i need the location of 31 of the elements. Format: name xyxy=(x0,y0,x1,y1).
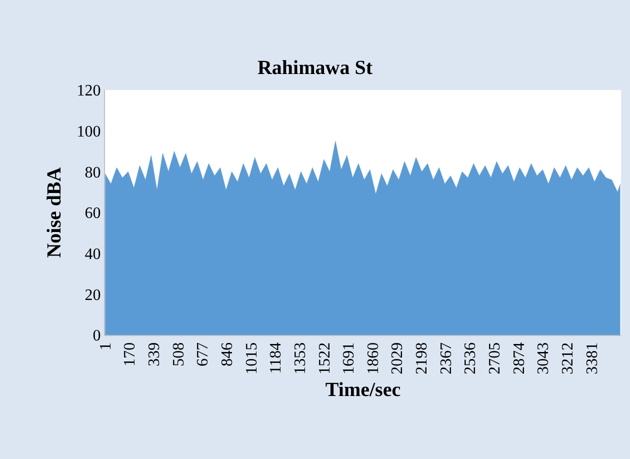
x-tick-label: 1184 xyxy=(268,342,285,374)
x-axis-title: Time/sec xyxy=(325,378,401,401)
x-tick-label: 339 xyxy=(146,342,163,366)
x-tick-label: 2198 xyxy=(414,342,431,374)
y-axis-title: Noise dBA xyxy=(43,166,66,258)
chart-title: Rahimawa St xyxy=(257,57,373,79)
x-tick-label: 1691 xyxy=(340,342,358,374)
y-tick-label: 60 xyxy=(84,205,101,222)
x-tick-label: 508 xyxy=(170,342,188,366)
x-tick-label: 2874 xyxy=(510,342,528,374)
x-tick-label: 3381 xyxy=(584,342,601,374)
x-tick-label: 2367 xyxy=(438,342,455,374)
y-tick-label: 120 xyxy=(76,82,101,100)
y-tick-label: 100 xyxy=(76,123,101,140)
x-tick-label: 677 xyxy=(194,342,212,366)
y-tick-label: 80 xyxy=(84,164,101,182)
x-tick-label: 1 xyxy=(97,342,114,350)
y-tick-label: 0 xyxy=(92,328,101,345)
x-tick-label: 1015 xyxy=(243,342,260,374)
x-tick-label: 2029 xyxy=(389,342,406,374)
x-tick-label: 3043 xyxy=(535,342,552,374)
x-tick-label: 170 xyxy=(122,342,139,366)
x-tick-label: 1522 xyxy=(316,342,334,374)
y-tick-label: 40 xyxy=(84,246,101,263)
x-tick-label: 3212 xyxy=(560,342,577,374)
x-tick-label: 1353 xyxy=(292,342,309,374)
y-tick-label: 20 xyxy=(84,286,101,304)
x-tick-label: 2536 xyxy=(462,342,480,374)
x-tick-label: 846 xyxy=(218,342,236,366)
x-tick-label: 2705 xyxy=(486,342,504,374)
x-tick-label: 1860 xyxy=(364,342,382,374)
